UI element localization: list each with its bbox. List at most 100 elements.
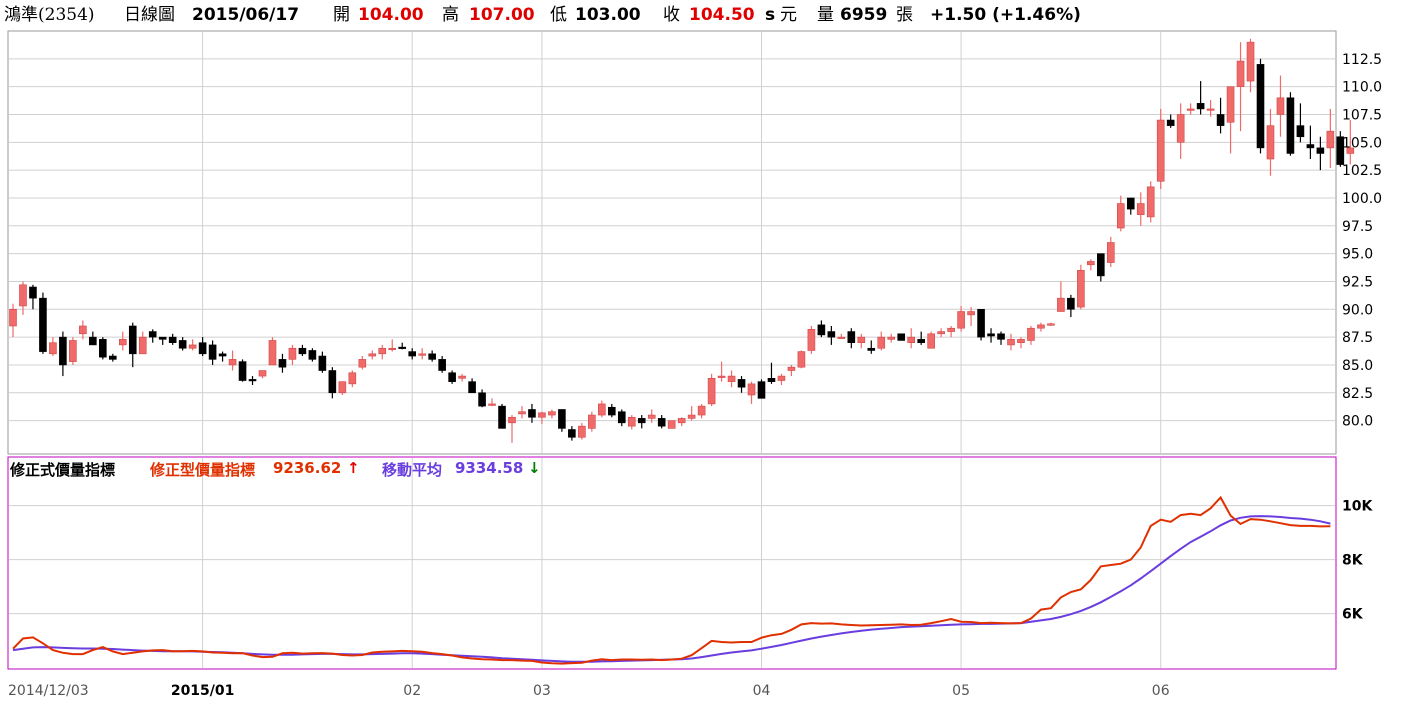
candle: [9, 303, 17, 338]
candle-body: [308, 350, 317, 360]
candle: [1166, 114, 1175, 128]
candle: [787, 364, 796, 377]
candle-body: [488, 403, 496, 406]
candle: [1017, 337, 1025, 349]
candle: [1196, 81, 1205, 115]
candle-body: [528, 409, 536, 418]
candle-body: [1156, 119, 1165, 182]
candle: [318, 351, 327, 373]
candle: [997, 331, 1005, 345]
candle-body: [388, 347, 397, 351]
candle: [817, 320, 826, 338]
candle: [59, 331, 67, 377]
candle-body: [148, 331, 157, 338]
period-label: 日線圖: [124, 5, 175, 25]
candle: [1246, 38, 1255, 93]
candle: [29, 284, 37, 310]
grid-lines: [9, 32, 1335, 668]
candle-body: [1007, 339, 1015, 346]
candle: [548, 409, 556, 419]
change-value: +1.50 (+1.46%): [930, 5, 1081, 25]
candle: [128, 322, 137, 368]
date-value: 2015/06/17: [192, 5, 300, 25]
candle-body: [598, 403, 606, 416]
candle-body: [1226, 86, 1235, 123]
candle: [368, 350, 377, 360]
candle: [1027, 325, 1035, 345]
candle: [178, 337, 187, 351]
candle: [707, 373, 716, 407]
candle-body: [89, 336, 97, 346]
candle: [458, 373, 466, 382]
candle-body: [348, 372, 357, 385]
down-arrow-icon: ↓: [528, 459, 541, 477]
candle: [847, 328, 856, 349]
candle-body: [907, 336, 916, 343]
candle: [39, 292, 47, 354]
candle-body: [1316, 147, 1325, 154]
candle-body: [917, 339, 925, 343]
price-tick-label: 95.0: [1342, 247, 1373, 263]
indicator-lines: [12, 495, 1331, 665]
candle: [598, 400, 606, 418]
candle: [837, 333, 846, 339]
candle: [118, 331, 127, 351]
candle: [657, 415, 666, 429]
candle: [897, 333, 906, 341]
candle-body: [1037, 324, 1045, 329]
candle: [637, 415, 646, 429]
candle: [358, 356, 367, 370]
x-tick-label: 03: [533, 683, 551, 699]
price-tick-label: 85.0: [1342, 358, 1373, 374]
price-tick-label: 105.0: [1342, 135, 1382, 151]
candle: [737, 376, 746, 393]
candle-body: [338, 381, 347, 394]
candle-body: [627, 416, 636, 427]
price-tick-label: 82.5: [1342, 386, 1373, 402]
candle-body: [468, 381, 476, 394]
candle: [1216, 97, 1225, 134]
candle: [1346, 120, 1355, 165]
candle-body: [128, 325, 137, 355]
x-tick-label: 06: [1152, 683, 1170, 699]
candle: [518, 406, 526, 419]
candle-body: [558, 409, 566, 429]
candle-body: [647, 414, 656, 419]
candle-body: [248, 379, 257, 382]
candle-body: [1176, 114, 1185, 143]
candle-body: [677, 418, 686, 424]
candle-body: [1266, 125, 1275, 160]
candle-body: [1077, 270, 1085, 308]
candle: [1047, 322, 1055, 326]
candle-body: [847, 331, 856, 343]
candle: [867, 340, 876, 354]
candle-body: [208, 344, 217, 360]
candle: [578, 422, 586, 440]
candle-body: [947, 327, 955, 332]
close-value: 104.50: [689, 5, 755, 25]
candle-body: [288, 347, 297, 360]
candle-body: [1256, 64, 1265, 149]
candle: [19, 281, 27, 315]
candle: [687, 406, 696, 421]
candle-body: [258, 370, 267, 377]
candle-body: [538, 412, 546, 418]
candle-body: [138, 336, 147, 355]
candle-body: [548, 411, 556, 416]
candle-body: [687, 414, 696, 419]
candle: [1276, 75, 1285, 137]
candle: [697, 403, 706, 419]
candle-body: [957, 311, 965, 329]
candle: [747, 381, 756, 404]
candle: [69, 337, 77, 365]
candle-body: [937, 331, 945, 335]
candle: [278, 353, 287, 373]
candle-body: [787, 366, 796, 371]
candle-body: [59, 336, 67, 366]
indicator-line1-label: 修正型價量指標: [150, 461, 256, 479]
candle: [1266, 108, 1275, 176]
candle-body: [418, 353, 426, 356]
candle-body: [867, 347, 876, 351]
candle-body: [827, 331, 836, 338]
candle: [49, 337, 57, 357]
